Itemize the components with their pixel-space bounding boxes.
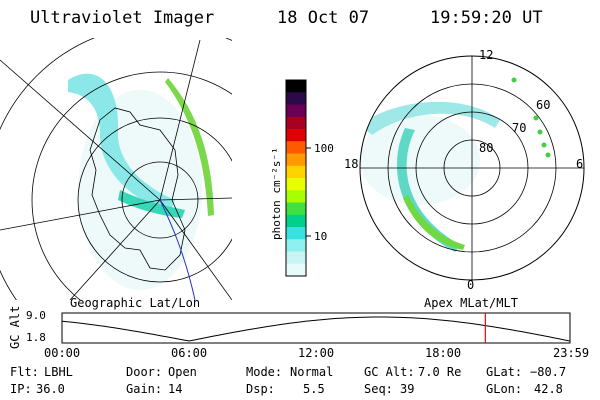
xtick-0600: 06:00 <box>171 346 208 360</box>
colorbar-tick-10: 10 <box>314 230 328 243</box>
altitude-ylabel: GC Alt <box>8 305 22 349</box>
door-label: Door: <box>126 365 163 379</box>
lat-circle-60 <box>31 71 232 300</box>
gain-label: Gain: <box>126 382 163 396</box>
meridian <box>0 199 161 231</box>
flt-value: LBHL <box>44 365 73 379</box>
green-spots <box>511 77 551 158</box>
mode-value: Normal <box>290 365 334 379</box>
auroral-oval-left <box>68 73 175 212</box>
uv-haze <box>360 115 480 205</box>
colorbar-segment <box>286 202 306 216</box>
colorbar-segment <box>286 178 306 191</box>
colorbar-segment <box>286 80 306 93</box>
meridian <box>159 197 232 201</box>
mode-label: Mode: <box>246 365 283 379</box>
mlat-label-80: 80 <box>479 141 494 155</box>
seq-value: 39 <box>400 382 415 396</box>
meridian <box>159 199 232 300</box>
colorbar-segment <box>286 141 306 154</box>
auroral-arc-green <box>165 78 214 216</box>
mlt-label-12: 12 <box>479 48 494 62</box>
lat-circle-80 <box>121 161 199 239</box>
door-value: Open <box>168 365 197 379</box>
colorbar-segment <box>286 92 306 105</box>
noon-midnight-line <box>159 199 196 300</box>
altitude-curve <box>61 316 571 342</box>
dsp-label: Dsp: <box>246 382 275 396</box>
colorbar-segment <box>286 251 306 265</box>
seq-label: Seq: <box>364 382 393 396</box>
altitude-plot-frame <box>61 312 571 344</box>
auroral-oval-right <box>360 101 500 135</box>
ip-value: 36.0 <box>36 382 65 396</box>
colorbar-segment <box>286 214 306 228</box>
time-label: 19:59:20 UT <box>430 8 543 28</box>
mlat-label-60: 60 <box>536 98 551 112</box>
glon-label: GLon: <box>486 382 523 396</box>
instrument-title: Ultraviolet Imager <box>30 8 215 28</box>
colorbar-segment <box>286 227 306 240</box>
altitude-ytick-max: 9.0 <box>26 309 46 322</box>
gcalt-value: 7.0 Re <box>418 365 462 379</box>
xtick-1200: 12:00 <box>298 346 335 360</box>
glon-value: 42.8 <box>534 382 563 396</box>
continent-outline <box>89 107 186 271</box>
flt-label: Flt: <box>10 365 39 379</box>
meridian <box>69 199 161 300</box>
xtick-2359: 23:59 <box>553 346 590 360</box>
colorbar-segment <box>286 116 306 130</box>
date-label: 18 Oct 07 <box>277 8 370 28</box>
glat-value: −80.7 <box>530 365 567 379</box>
colorbar-segment <box>286 239 306 252</box>
colorbar-segment <box>286 263 306 277</box>
colorbar-unit-label: photon cm⁻²s⁻¹ <box>270 147 283 240</box>
colorbar-segment <box>286 129 306 142</box>
auroral-arc-green-right <box>403 195 465 250</box>
gain-value: 14 <box>168 382 183 396</box>
colorbar-segment <box>286 165 306 179</box>
meridian <box>159 39 201 201</box>
colorbar-segment <box>286 153 306 167</box>
mlt-label-0: 0 <box>467 278 475 292</box>
gcalt-label: GC Alt: <box>364 365 415 379</box>
colorbar-segment <box>286 104 306 118</box>
xtick-0000: 00:00 <box>44 346 81 360</box>
colorbar-tick-100: 100 <box>314 142 334 155</box>
geographic-caption: Geographic Lat/Lon <box>70 296 201 310</box>
altitude-ytick-min: 1.8 <box>26 331 46 344</box>
glat-label: GLat: <box>486 365 523 379</box>
apex-caption: Apex MLat/MLT <box>424 296 518 310</box>
lat-circle-70 <box>77 117 232 283</box>
dsp-value: 5.5 <box>303 382 325 396</box>
ip-label: IP: <box>10 382 32 396</box>
colorbar <box>286 80 306 277</box>
colorbar-frame <box>285 79 307 277</box>
colorbar-segment <box>286 190 306 203</box>
mlat-label-70: 70 <box>512 121 527 135</box>
mlt-label-6: 6 <box>576 157 584 171</box>
xtick-1800: 18:00 <box>425 346 462 360</box>
meridian <box>0 59 161 201</box>
mlt-label-18: 18 <box>344 157 359 171</box>
